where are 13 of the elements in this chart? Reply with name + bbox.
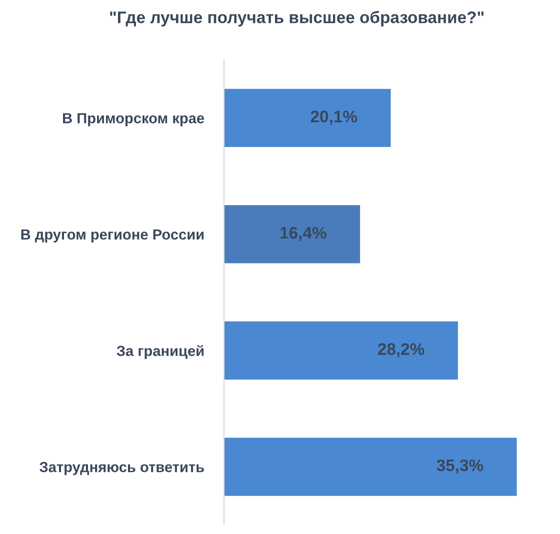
bar: [224, 88, 391, 148]
bar: [224, 438, 517, 496]
data-label: 35,3%: [436, 459, 484, 474]
bar: [224, 205, 360, 264]
data-label: 16,4%: [280, 226, 326, 242]
y-tick-label: В другом регионе России: [21, 229, 204, 243]
bar: [224, 321, 458, 380]
y-tick-label: За границей: [116, 345, 204, 359]
y-tick-label: В Приморском крае: [63, 113, 204, 126]
y-tick-label: Затрудняюсь ответить: [40, 462, 204, 476]
data-label: 20,1%: [310, 110, 358, 125]
chart-title: "Где лучше получать высшее образование?": [110, 10, 484, 27]
data-label: 28,2%: [378, 343, 424, 358]
